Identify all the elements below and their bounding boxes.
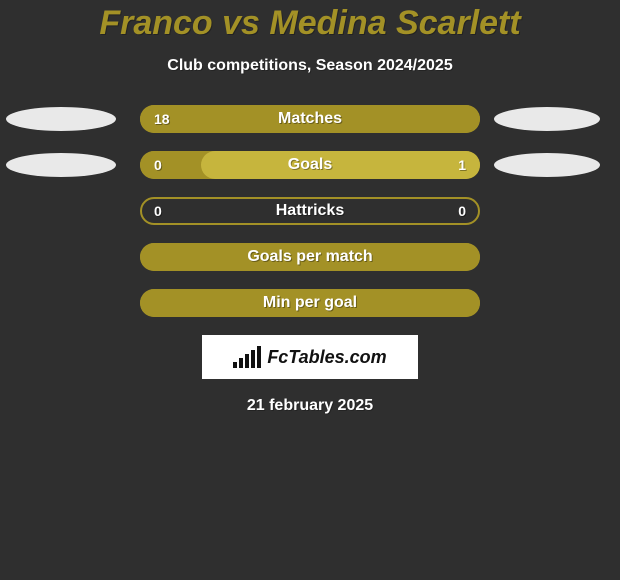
placeholder-oval-left — [6, 107, 116, 131]
comparison-infographic: Franco vs Medina Scarlett Club competiti… — [0, 0, 620, 580]
stat-bar: Goals per match — [140, 243, 480, 271]
stat-bar-fill-left — [140, 243, 480, 271]
stat-bar: Matches18 — [140, 105, 480, 133]
placeholder-oval-left — [6, 153, 116, 177]
stat-row: Goals01 — [0, 151, 620, 179]
stat-bar: Goals01 — [140, 151, 480, 179]
stat-bar: Min per goal — [140, 289, 480, 317]
stat-row: Min per goal — [0, 289, 620, 317]
stat-rows: Matches18 Goals01 Hattricks00 Goals per mat… — [0, 105, 620, 317]
stat-bar-fill-left — [140, 289, 480, 317]
bar-chart-icon — [233, 346, 261, 368]
placeholder-oval-right — [494, 107, 600, 131]
page-title: Franco vs Medina Scarlett — [0, 0, 620, 43]
stat-bar-fill-left — [140, 105, 480, 133]
stat-row: Matches18 — [0, 105, 620, 133]
placeholder-oval-right — [494, 153, 600, 177]
stat-row: Hattricks00 — [0, 197, 620, 225]
stat-bar: Hattricks00 — [140, 197, 480, 225]
generated-date: 21 february 2025 — [0, 397, 620, 415]
stat-bar-fill-right — [201, 151, 480, 179]
stat-bar-bg — [140, 197, 480, 225]
logo-box: FcTables.com — [202, 335, 418, 379]
stat-row: Goals per match — [0, 243, 620, 271]
stat-bar-fill-left — [140, 151, 201, 179]
subtitle: Club competitions, Season 2024/2025 — [0, 57, 620, 75]
logo-text: FcTables.com — [267, 347, 386, 368]
